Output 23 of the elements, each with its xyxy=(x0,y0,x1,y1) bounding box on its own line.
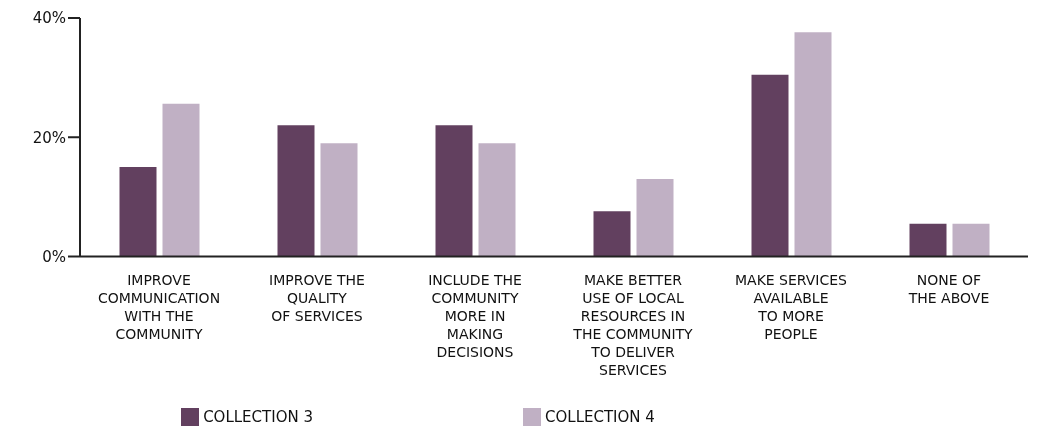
y-tick-label: 0% xyxy=(42,247,66,266)
bar xyxy=(952,223,990,257)
bar xyxy=(435,125,473,257)
x-tick-label: INCLUDE THE COMMUNITY MORE IN MAKING DECISIONS xyxy=(428,271,522,360)
bar xyxy=(636,178,674,257)
legend-label: COLLECTION 4 xyxy=(545,407,655,426)
bar xyxy=(277,125,315,257)
x-tick-label: MAKE SERVICES AVAILABLE TO MORE PEOPLE xyxy=(734,271,848,342)
bar xyxy=(119,167,157,257)
y-tick-label: 40% xyxy=(32,9,66,28)
bar xyxy=(751,74,789,257)
bar xyxy=(909,223,947,257)
legend-label: COLLECTION 3 xyxy=(203,407,313,426)
y-tick-label: 20% xyxy=(32,128,66,147)
x-tick-label: IMPROVE COMMUNICATION WITH THE COMMUNITY xyxy=(97,271,221,342)
bar xyxy=(320,143,358,257)
bar xyxy=(794,32,832,257)
x-tick-label: IMPROVE THE QUALITY OF SERVICES xyxy=(269,271,365,324)
x-tick-label: MAKE BETTER USE OF LOCAL RESOURCES IN THE COMMUNITY TO DELIVER SERVICES xyxy=(572,271,694,378)
x-tick-label: NONE OF THE ABOVE xyxy=(907,271,990,306)
bar xyxy=(478,143,516,257)
bar xyxy=(162,103,200,257)
bar xyxy=(593,211,631,257)
